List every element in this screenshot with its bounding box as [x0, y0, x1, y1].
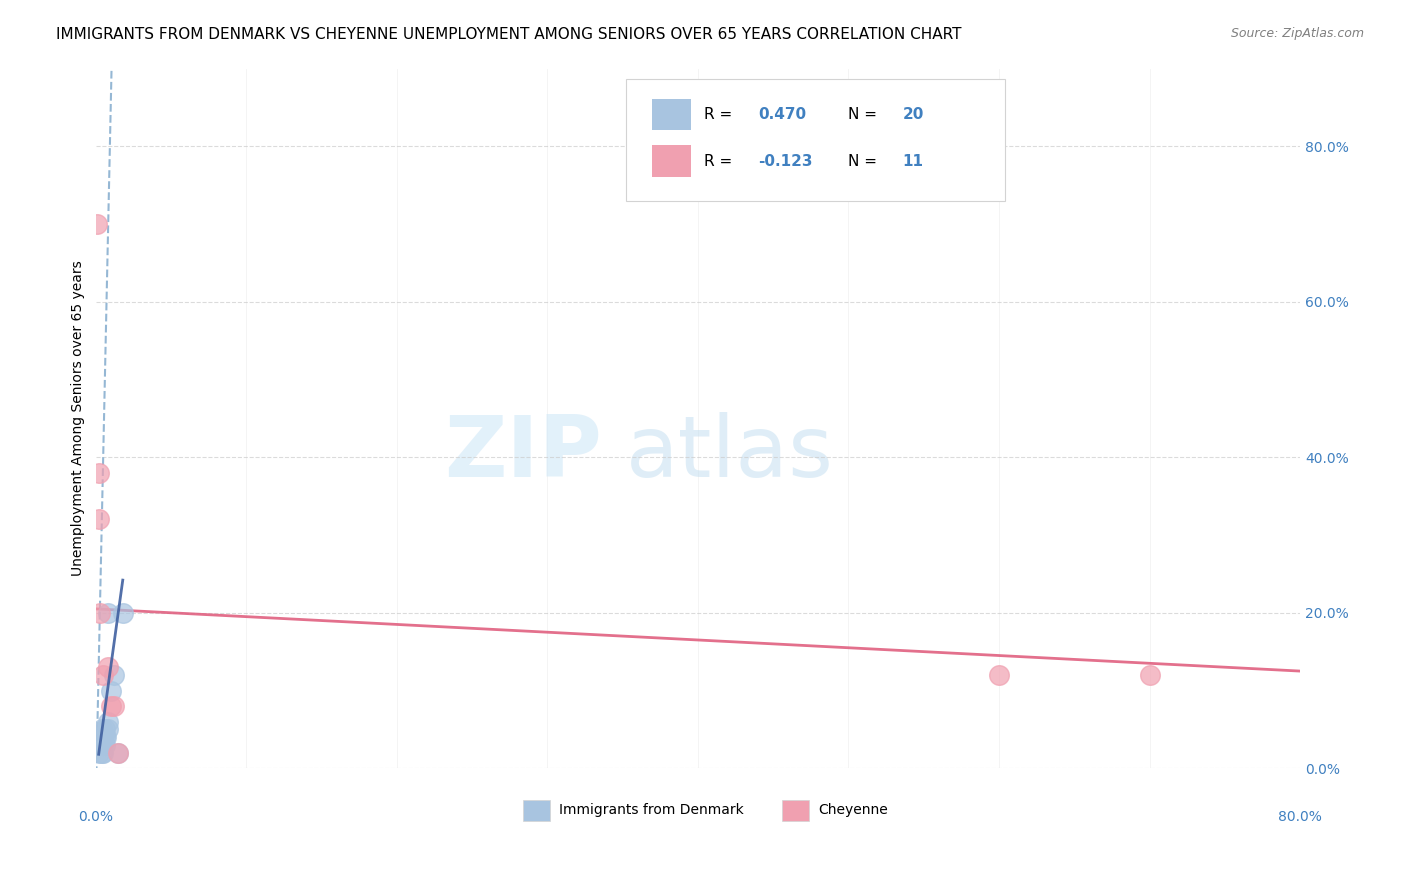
Point [97, 714, 120, 729]
Point [97, 606, 120, 620]
Point [1139, 668, 1161, 682]
Text: atlas: atlas [626, 412, 834, 495]
Point [107, 746, 129, 760]
Text: 0.0%: 0.0% [79, 810, 112, 824]
Text: R =: R = [704, 106, 733, 121]
Point [90, 746, 112, 760]
Point [93, 730, 115, 744]
Point [93, 723, 115, 737]
Point [91, 730, 114, 744]
Text: 11: 11 [903, 154, 924, 169]
FancyBboxPatch shape [652, 145, 690, 177]
Point [111, 606, 134, 620]
Point [89, 738, 111, 752]
Point [87, 466, 110, 480]
Text: 80.0%: 80.0% [1278, 810, 1322, 824]
Point [97, 660, 120, 674]
Point [91, 738, 114, 752]
FancyBboxPatch shape [782, 800, 808, 821]
Text: Cheyenne: Cheyenne [818, 804, 889, 817]
Point [90, 723, 112, 737]
Point [91, 746, 114, 760]
Text: R =: R = [704, 154, 733, 169]
Point [91, 668, 114, 682]
Text: 0.470: 0.470 [758, 106, 806, 121]
Point [103, 699, 125, 714]
Point [107, 746, 129, 760]
FancyBboxPatch shape [652, 99, 690, 130]
Point [988, 668, 1011, 682]
Point [93, 738, 115, 752]
Point [87, 512, 110, 526]
Point [87, 746, 110, 760]
Point [97, 723, 120, 737]
Text: 20: 20 [903, 106, 924, 121]
Point [90, 738, 112, 752]
Text: N =: N = [848, 154, 877, 169]
Text: ZIP: ZIP [444, 412, 602, 495]
Text: -0.123: -0.123 [758, 154, 813, 169]
Text: Immigrants from Denmark: Immigrants from Denmark [560, 804, 744, 817]
Text: Source: ZipAtlas.com: Source: ZipAtlas.com [1230, 27, 1364, 40]
Text: N =: N = [848, 106, 877, 121]
Point [100, 683, 122, 698]
Text: IMMIGRANTS FROM DENMARK VS CHEYENNE UNEMPLOYMENT AMONG SENIORS OVER 65 YEARS COR: IMMIGRANTS FROM DENMARK VS CHEYENNE UNEM… [56, 27, 962, 42]
FancyBboxPatch shape [626, 79, 1005, 202]
Point [89, 606, 111, 620]
Y-axis label: Unemployment Among Seniors over 65 years: Unemployment Among Seniors over 65 years [72, 260, 86, 576]
FancyBboxPatch shape [523, 800, 550, 821]
Point [100, 699, 122, 714]
Point [89, 730, 111, 744]
Point [103, 668, 125, 682]
Point [96, 730, 118, 744]
Point [86, 217, 108, 231]
